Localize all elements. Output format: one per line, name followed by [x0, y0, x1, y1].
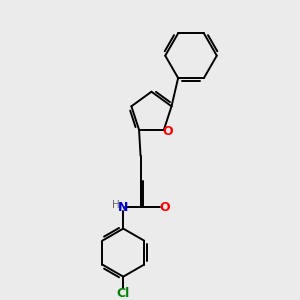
Text: O: O: [163, 125, 173, 138]
Text: N: N: [118, 201, 128, 214]
Text: Cl: Cl: [117, 287, 130, 300]
Text: O: O: [160, 201, 170, 214]
Text: H: H: [112, 200, 120, 210]
